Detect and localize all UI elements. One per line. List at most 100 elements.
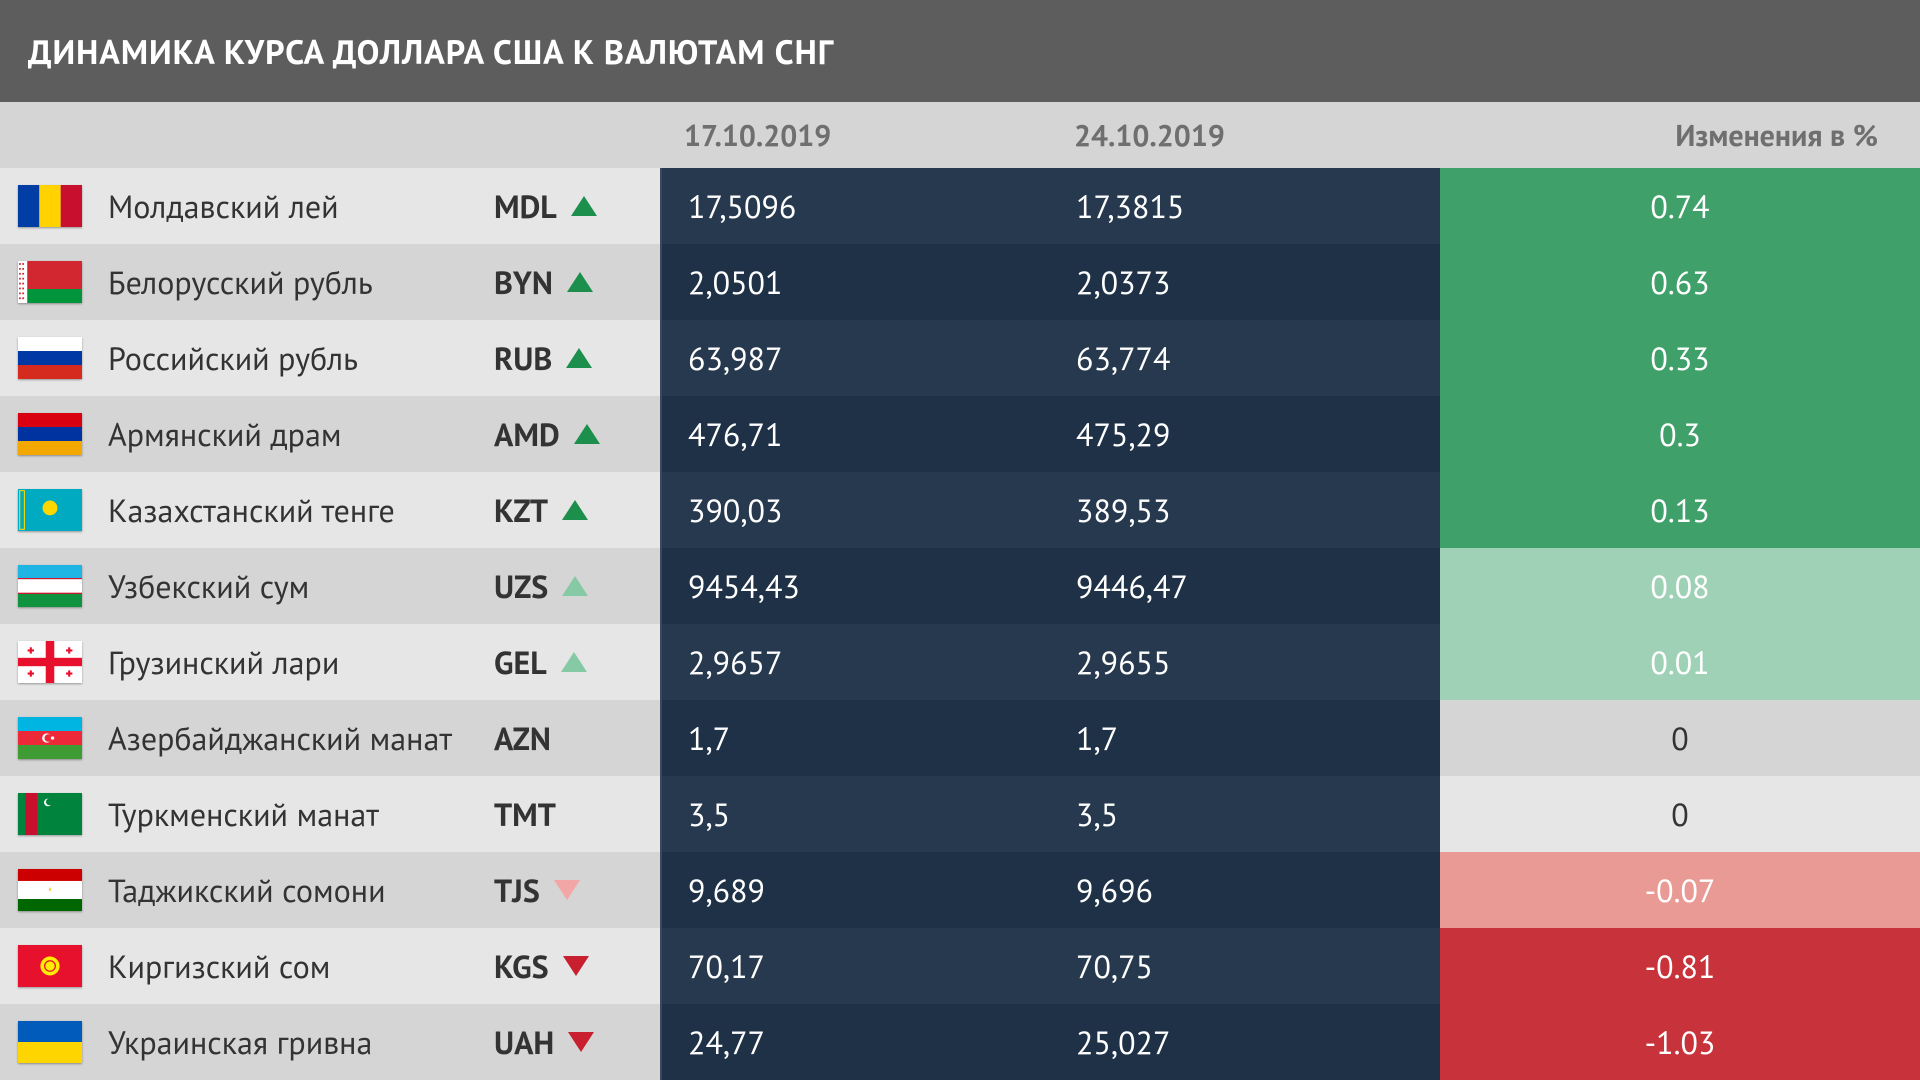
page-title: ДИНАМИКА КУРСА ДОЛЛАРА США К ВАЛЮТАМ СНГ (0, 0, 1920, 102)
value-date1: 9454,43 (660, 548, 1050, 624)
value-date1: 476,71 (660, 396, 1050, 472)
code-text: BYN (494, 261, 553, 303)
value-date2: 1,7 (1050, 700, 1440, 776)
value-date1: 2,9657 (660, 624, 1050, 700)
change-percent: 0.33 (1440, 320, 1920, 396)
value-date2: 9446,47 (1050, 548, 1440, 624)
code-text: RUB (494, 337, 552, 379)
flag-cell (0, 624, 90, 700)
table-row: Азербайджанский манатAZN1,71,70 (0, 700, 1920, 776)
col-date2: 24.10.2019 (1050, 116, 1440, 155)
value-date2: 63,774 (1050, 320, 1440, 396)
currency-code: MDL (490, 168, 660, 244)
table-row: Молдавский лейMDL17,509617,38150.74 (0, 168, 1920, 244)
value-date2: 25,027 (1050, 1004, 1440, 1080)
flag-cell (0, 776, 90, 852)
table-row: Грузинский лариGEL2,96572,96550.01 (0, 624, 1920, 700)
value-date2: 389,53 (1050, 472, 1440, 548)
change-percent: 0.13 (1440, 472, 1920, 548)
table-header: 17.10.2019 24.10.2019 Изменения в % (0, 102, 1920, 168)
table-body: Молдавский лейMDL17,509617,38150.74Белор… (0, 168, 1920, 1080)
code-text: TMT (494, 793, 556, 835)
code-text: TJS (494, 869, 540, 911)
arrow-up-icon (567, 272, 593, 292)
arrow-up-icon (562, 500, 588, 520)
flag-cell (0, 168, 90, 244)
arrow-up-icon (574, 424, 600, 444)
value-date1: 9,689 (660, 852, 1050, 928)
currency-code: TMT (490, 776, 660, 852)
code-text: UZS (494, 565, 548, 607)
currency-name: Казахстанский тенге (90, 472, 490, 548)
currency-name: Молдавский лей (90, 168, 490, 244)
currency-name: Туркменский манат (90, 776, 490, 852)
flag-icon (18, 641, 82, 683)
flag-icon (18, 945, 82, 987)
flag-icon (18, 869, 82, 911)
col-change: Изменения в % (1440, 116, 1920, 155)
flag-icon (18, 1021, 82, 1063)
arrow-up-icon (561, 652, 587, 672)
value-date1: 24,77 (660, 1004, 1050, 1080)
arrow-down-icon (563, 956, 589, 976)
code-text: UAH (494, 1021, 554, 1063)
value-date2: 475,29 (1050, 396, 1440, 472)
arrow-down-icon (554, 880, 580, 900)
value-date2: 2,0373 (1050, 244, 1440, 320)
code-text: GEL (494, 641, 547, 683)
currency-name: Белорусский рубль (90, 244, 490, 320)
code-text: KGS (494, 945, 549, 987)
currency-name: Грузинский лари (90, 624, 490, 700)
currency-code: AMD (490, 396, 660, 472)
value-date1: 17,5096 (660, 168, 1050, 244)
value-date1: 70,17 (660, 928, 1050, 1004)
table-row: Киргизский сомKGS70,1770,75-0.81 (0, 928, 1920, 1004)
flag-cell (0, 548, 90, 624)
flag-cell (0, 472, 90, 548)
flag-cell (0, 320, 90, 396)
flag-icon (18, 793, 82, 835)
value-date2: 3,5 (1050, 776, 1440, 852)
code-text: KZT (494, 489, 548, 531)
value-date2: 70,75 (1050, 928, 1440, 1004)
currency-name: Российский рубль (90, 320, 490, 396)
change-percent: 0.08 (1440, 548, 1920, 624)
currency-name: Таджикский сомони (90, 852, 490, 928)
change-percent: -1.03 (1440, 1004, 1920, 1080)
code-text: MDL (494, 185, 557, 227)
change-percent: -0.81 (1440, 928, 1920, 1004)
flag-cell (0, 852, 90, 928)
flag-icon (18, 489, 82, 531)
table-row: Армянский драмAMD476,71475,290.3 (0, 396, 1920, 472)
currency-code: BYN (490, 244, 660, 320)
code-text: AZN (494, 717, 551, 759)
currency-code: KZT (490, 472, 660, 548)
currency-name: Узбекский сум (90, 548, 490, 624)
currency-name: Азербайджанский манат (90, 700, 490, 776)
flag-icon (18, 565, 82, 607)
flag-cell (0, 396, 90, 472)
flag-cell (0, 1004, 90, 1080)
currency-code: GEL (490, 624, 660, 700)
flag-icon (18, 185, 82, 227)
value-date1: 3,5 (660, 776, 1050, 852)
currency-code: KGS (490, 928, 660, 1004)
table-row: Туркменский манатTMT3,53,50 (0, 776, 1920, 852)
flag-icon (18, 717, 82, 759)
flag-icon (18, 413, 82, 455)
currency-code: TJS (490, 852, 660, 928)
arrow-up-icon (562, 576, 588, 596)
currency-name: Армянский драм (90, 396, 490, 472)
change-percent: 0.63 (1440, 244, 1920, 320)
value-date1: 63,987 (660, 320, 1050, 396)
change-percent: 0 (1440, 700, 1920, 776)
table-row: Украинская гривнаUAH24,7725,027-1.03 (0, 1004, 1920, 1080)
table-row: Российский рубльRUB 63,98763,7740.33 (0, 320, 1920, 396)
value-date1: 390,03 (660, 472, 1050, 548)
change-percent: 0 (1440, 776, 1920, 852)
arrow-up-icon (571, 196, 597, 216)
change-percent: -0.07 (1440, 852, 1920, 928)
code-text: AMD (494, 413, 560, 455)
arrow-down-icon (568, 1032, 594, 1052)
change-percent: 0.01 (1440, 624, 1920, 700)
